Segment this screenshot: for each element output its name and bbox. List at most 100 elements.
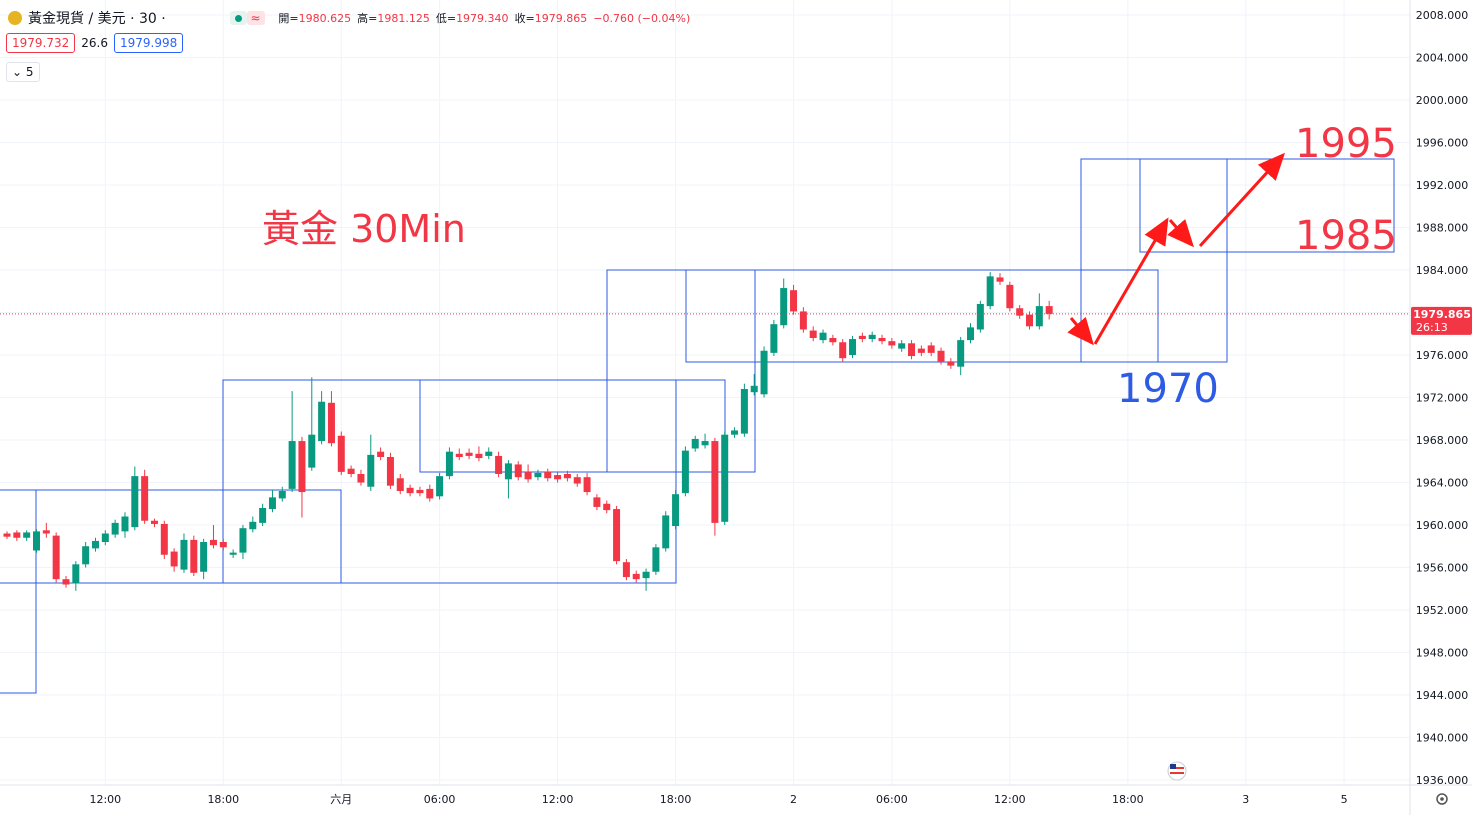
candle-body — [809, 330, 817, 338]
candle-body — [947, 361, 955, 366]
candle-body — [770, 324, 778, 353]
candle-body — [160, 523, 168, 555]
drawn-boxes — [0, 158, 1395, 694]
candle-body — [111, 522, 119, 535]
candle-body — [1045, 306, 1053, 314]
box — [419, 379, 726, 473]
candle-body — [642, 571, 650, 579]
box — [0, 489, 342, 584]
candle-body — [337, 435, 345, 472]
candle-body — [229, 552, 237, 555]
candle-body — [465, 452, 473, 456]
indicator-row: ⌄ 5 — [6, 62, 46, 82]
candle-body — [681, 450, 689, 494]
x-tick-label: 18:00 — [660, 793, 692, 806]
candle-body — [829, 337, 837, 343]
candle-body — [996, 277, 1004, 282]
candle-body — [927, 345, 935, 353]
candle-body — [760, 350, 768, 395]
candle-body — [937, 350, 945, 362]
candle-body — [858, 335, 866, 340]
settings-icon[interactable] — [1436, 793, 1448, 805]
y-tick-label: 1956.000 — [1416, 561, 1469, 574]
candle-body — [976, 303, 984, 330]
candle-body — [62, 579, 70, 585]
symbol-icon — [8, 11, 22, 25]
arrow — [1198, 152, 1286, 248]
ohlc-value: 1980.625 — [298, 12, 352, 25]
header-row: 黃金現貨 / 美元 · 30 · ≈ 開=1980.625 高=1981.125 低… — [8, 8, 690, 28]
candle-body — [318, 401, 326, 442]
candle-body — [268, 497, 276, 510]
candle-body — [386, 456, 394, 486]
y-tick-label: 1964.000 — [1416, 476, 1469, 489]
candle-body — [632, 573, 640, 580]
ohlc: 開=1980.625 高=1981.125 低=1979.340 收=1979.865… — [278, 12, 690, 25]
candle-body — [819, 332, 827, 341]
candle-body — [259, 507, 267, 523]
candle-body — [23, 532, 31, 538]
candle-body — [1006, 284, 1014, 309]
status-badge — [229, 11, 247, 25]
bid[interactable]: 1979.732 — [6, 33, 76, 53]
candle-body — [190, 539, 198, 573]
candle-body — [691, 438, 699, 449]
y-tick-label: 1960.000 — [1416, 519, 1469, 532]
candle-body — [475, 453, 483, 459]
candle-body — [367, 454, 375, 487]
x-tick-label: 06:00 — [424, 793, 456, 806]
candle-body — [731, 430, 739, 435]
y-tick-label: 1988.000 — [1416, 221, 1469, 234]
candle-body — [445, 451, 453, 477]
candle-body — [544, 471, 552, 479]
y-tick-label: 1936.000 — [1416, 774, 1469, 787]
candle-body — [613, 509, 621, 562]
candle-body — [357, 473, 365, 483]
candle-body — [868, 334, 876, 340]
candle-body — [72, 564, 80, 584]
price-tag-value: 1979.865 — [1413, 308, 1471, 321]
candles — [3, 272, 1053, 591]
x-tick-label: 18:00 — [207, 793, 239, 806]
candle-body — [308, 434, 316, 468]
candle-body — [701, 441, 709, 446]
x-tick-label: 5 — [1341, 793, 1348, 806]
candle-body — [485, 451, 493, 456]
x-tick-label: 18:00 — [1112, 793, 1144, 806]
y-tick-label: 1976.000 — [1416, 349, 1469, 362]
candle-body — [573, 477, 581, 484]
y-tick-label: 1996.000 — [1416, 136, 1469, 149]
candle-body — [200, 541, 208, 572]
symbol[interactable]: 黃金現貨 / 美元 · 30 · — [28, 11, 166, 27]
ohlc-label: 高= — [357, 12, 378, 25]
y-tick-label: 2004.000 — [1416, 51, 1469, 64]
candle-body — [91, 540, 99, 549]
candle-body — [219, 541, 227, 548]
candle-body — [141, 476, 149, 521]
candle-body — [377, 451, 385, 457]
candle-body — [101, 533, 109, 542]
candle-body — [524, 471, 532, 480]
candle-body — [42, 530, 50, 534]
indicator-count: 5 — [25, 65, 34, 79]
candle-body — [790, 290, 798, 312]
candle-body — [967, 327, 975, 341]
candle-body — [239, 528, 247, 553]
candle-body — [495, 455, 503, 474]
candle-body — [740, 388, 748, 434]
candle-body — [563, 473, 571, 479]
candle-body — [878, 337, 886, 342]
ohlc-label: 開= — [278, 12, 299, 25]
candle-body — [32, 531, 40, 551]
candle-body — [888, 341, 896, 346]
candle-body — [455, 453, 463, 457]
ask[interactable]: 1979.998 — [113, 33, 184, 53]
box — [606, 269, 756, 473]
candle-body — [278, 490, 286, 499]
candle-body — [750, 385, 758, 393]
indicator-toggle[interactable]: ⌄ 5 — [6, 62, 40, 82]
price-tag — [1411, 306, 1472, 335]
ohlc-label: 低= — [435, 12, 457, 25]
